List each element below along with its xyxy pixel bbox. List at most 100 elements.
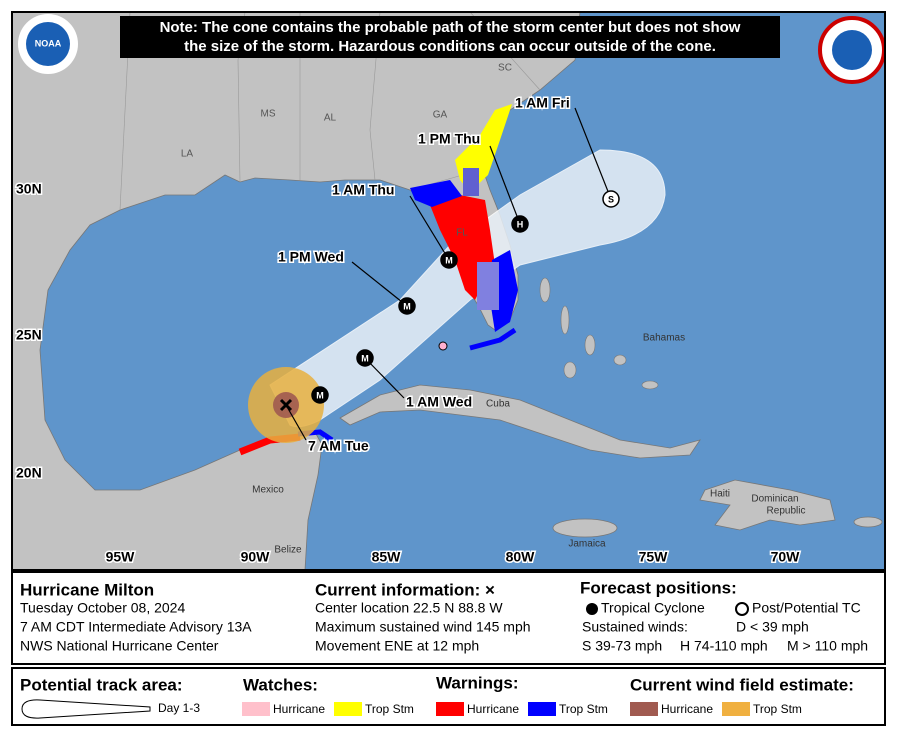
warning-tropstorm-swatch xyxy=(528,702,556,716)
place-label: Bahamas xyxy=(643,333,685,344)
watches-title: Watches: xyxy=(243,675,318,694)
ptc-symbol xyxy=(735,602,749,616)
leader-line xyxy=(364,357,405,399)
forecast-point-letter: S xyxy=(608,194,614,204)
track-day: Day 1-3 xyxy=(158,701,200,715)
watch-hurricane: Hurricane xyxy=(273,702,325,716)
warning-tropstorm: Trop Stm xyxy=(559,702,608,716)
storm-name: Hurricane Milton xyxy=(20,580,154,599)
forecast-point-letter: M xyxy=(445,255,453,265)
state-label: SC xyxy=(498,63,512,74)
noaa-logo-inner xyxy=(26,22,70,66)
note-box xyxy=(120,16,780,58)
forecast-title: Forecast positions: xyxy=(580,578,737,597)
map: M S AL GA SC LA FL 30N 25N 20N 95W 90W 85W 80W 75W 70W B… xyxy=(11,11,886,571)
leader-lines xyxy=(285,107,612,441)
wind-hurricane-swatch xyxy=(630,702,658,716)
state-label: AL xyxy=(324,113,337,124)
nws-logo-inner xyxy=(832,30,872,70)
place-label: Dominican xyxy=(751,494,798,505)
place-label: Cuba xyxy=(486,399,510,410)
track-title: Potential track area: xyxy=(20,675,183,694)
note-line: Note: The cone contains the probable pat… xyxy=(160,19,741,36)
wind-title: Current wind field estimate: xyxy=(630,675,854,694)
map-frame xyxy=(11,11,886,571)
forecast-point xyxy=(311,386,329,404)
warning-hurricane: Hurricane xyxy=(467,702,519,716)
latitude-label: 20N xyxy=(16,465,42,481)
forecast-time-label: 1 AM Thu xyxy=(332,182,394,198)
forecast-time-label: 7 AM Tue xyxy=(308,438,369,454)
bahamas xyxy=(539,277,659,390)
longitude-label: 75W xyxy=(639,549,669,565)
latitude-label: 25N xyxy=(16,327,42,343)
current-title: Current information: × xyxy=(315,580,495,599)
leader-line xyxy=(285,404,307,441)
forecast-point xyxy=(356,349,374,367)
longitude-label: 90W xyxy=(241,549,271,565)
puerto-rico xyxy=(853,516,883,528)
leader-line xyxy=(409,195,450,261)
forecast-time-label: 1 AM Fri xyxy=(515,95,570,111)
wind-m: M > 110 mph xyxy=(787,638,868,654)
wind-d: D < 39 mph xyxy=(736,619,809,635)
advisory-date: Tuesday October 08, 2024 xyxy=(20,600,185,616)
potential-tc xyxy=(438,341,448,351)
jamaica xyxy=(552,518,618,538)
place-label: Jamaica xyxy=(568,539,606,550)
warning-hurricane-swatch xyxy=(436,702,464,716)
longitude-label: 85W xyxy=(372,549,402,565)
advisory-number: 7 AM CDT Intermediate Advisory 13A xyxy=(20,619,252,635)
forecast-point xyxy=(440,251,458,269)
wind-h: H 74-110 mph xyxy=(680,638,768,654)
leader-line xyxy=(351,261,408,307)
watch-tropstorm-swatch xyxy=(334,702,362,716)
warnings-title: Warnings: xyxy=(436,673,518,692)
forecast-point-letter: M xyxy=(361,353,369,363)
warning-keys xyxy=(469,327,517,351)
center-location: Center location 22.5 N 88.8 W xyxy=(315,600,503,616)
tc-symbol xyxy=(586,603,598,615)
forecast-time-label: 1 PM Thu xyxy=(418,131,480,147)
wind-s: S 39-73 mph xyxy=(582,638,662,654)
watch-hatch xyxy=(463,168,479,196)
state-label: GA xyxy=(433,110,448,121)
info-panel xyxy=(11,571,886,665)
watch-hatch xyxy=(477,262,499,310)
forecast-point-letter: M xyxy=(403,301,411,311)
forecast-time-label: 1 AM Wed xyxy=(406,394,472,410)
watch-tropstorm: Trop Stm xyxy=(365,702,414,716)
winds-title: Sustained winds: xyxy=(582,619,688,635)
longitude-label: 95W xyxy=(106,549,136,565)
max-wind: Maximum sustained wind 145 mph xyxy=(315,619,531,635)
forecast-point-letter: H xyxy=(517,219,524,229)
wind-tropstorm: Trop Stm xyxy=(753,702,802,716)
place-label: Republic xyxy=(767,506,806,517)
note-line: the size of the storm. Hazardous conditi… xyxy=(184,38,716,55)
leader-line xyxy=(489,145,521,225)
forecast-point xyxy=(511,215,529,233)
leader-line xyxy=(574,107,612,200)
forecast-point xyxy=(602,190,620,208)
latitude-label: 30N xyxy=(16,181,42,197)
longitude-label: 70W xyxy=(771,549,801,565)
noaa-logo-text: NOAA xyxy=(35,38,62,48)
movement: Movement ENE at 12 mph xyxy=(315,638,479,654)
place-label: Haiti xyxy=(710,489,730,500)
issuing-office: NWS National Hurricane Center xyxy=(20,638,219,654)
forecast-point xyxy=(398,297,416,315)
cuba xyxy=(339,384,701,459)
forecast-time-label: 1 PM Wed xyxy=(278,249,344,265)
warning-tropstorm-fl-north xyxy=(410,180,462,207)
tc-legend: Tropical Cyclone xyxy=(601,600,705,616)
ptc-legend: Post/Potential TC xyxy=(752,600,861,616)
hispaniola xyxy=(699,479,836,531)
place-label: Mexico xyxy=(252,485,284,496)
state-label: FL xyxy=(456,228,468,239)
state-label: LA xyxy=(181,149,194,160)
forecast-point-letter: M xyxy=(316,390,324,400)
longitude-label: 80W xyxy=(506,549,536,565)
labels: M S AL GA SC LA FL 30N 25N 20N 95W 90W 85W 80W 75W 70W B… xyxy=(15,63,806,567)
place-label: Belize xyxy=(274,545,302,556)
